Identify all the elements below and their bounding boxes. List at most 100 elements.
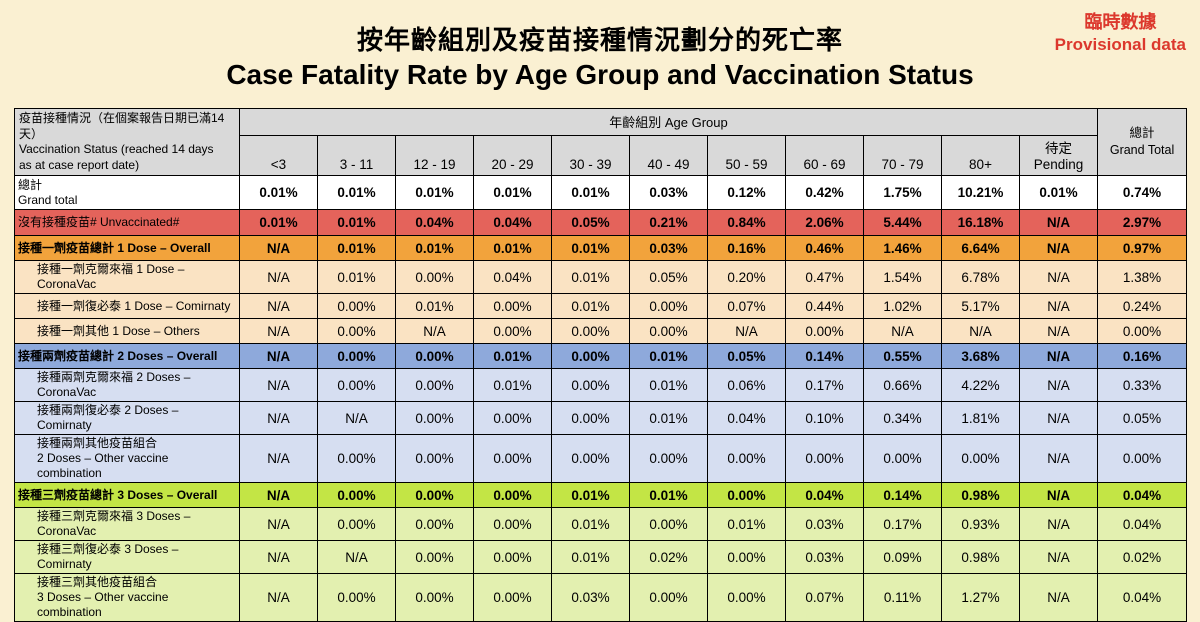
cell-dose3-coronavac-col7: 0.03% [785,507,864,542]
row-label: 接種一劑復必泰 1 Dose – Comirnaty [14,293,240,320]
cell-dose1-others-col5: 0.00% [629,318,708,345]
cell-dose3-other-combo-col10: N/A [1018,573,1099,622]
cell-dose1-overall-col0: N/A [239,235,318,262]
cell-dose2-coronavac-grand-total: 0.33% [1097,368,1188,403]
cell-dose1-others-col3: 0.00% [473,318,552,345]
cell-dose1-others-col1: 0.00% [317,318,396,345]
cell-dose2-coronavac-col1: 0.00% [317,368,396,403]
cell-dose2-overall-col4: 0.00% [551,343,630,370]
cell-grand-total-col8: 1.75% [863,175,942,211]
cell-dose1-coronavac-col0: N/A [239,260,318,295]
cell-dose2-overall-col7: 0.14% [785,343,864,370]
cell-dose2-comirnaty-col6: 0.04% [707,401,786,436]
cell-dose3-coronavac-grand-total: 0.04% [1097,507,1188,542]
cell-dose2-coronavac-col7: 0.17% [785,368,864,403]
cell-dose2-overall-col9: 3.68% [941,343,1020,370]
vaccination-status-header: 疫苗接種情況（在個案報告日期已滿14天） Vaccination Status … [14,107,240,177]
cell-dose2-coronavac-col9: 4.22% [941,368,1020,403]
cell-dose2-comirnaty-col4: 0.00% [551,401,630,436]
cell-dose1-others-grand-total: 0.00% [1097,318,1188,345]
cell-dose2-comirnaty-col8: 0.34% [863,401,942,436]
cell-dose1-comirnaty-col0: N/A [239,293,318,320]
cell-dose2-overall-col0: N/A [239,343,318,370]
row-label: 總計 Grand total [14,175,240,211]
cell-dose2-comirnaty-col5: 0.01% [629,401,708,436]
cell-dose1-others-col10: N/A [1018,318,1099,345]
cell-dose1-comirnaty-col6: 0.07% [707,293,786,320]
row-label: 接種三劑克爾來福 3 Doses – CoronaVac [14,507,240,542]
table-row-dose2-overall: 接種兩劑疫苗總計 2 Doses – Overall N/A 0.00% 0.00%… [14,343,1188,370]
cell-dose1-others-col7: 0.00% [785,318,864,345]
cell-dose1-coronavac-col8: 1.54% [863,260,942,295]
cell-dose2-other-combo-col5: 0.00% [629,434,708,484]
cell-dose3-other-combo-grand-total: 0.04% [1097,573,1188,622]
cell-dose1-overall-col9: 6.64% [941,235,1020,262]
provisional-data-note: 臨時數據 Provisional data [1055,8,1186,55]
cell-dose2-overall-grand-total: 0.16% [1097,343,1188,370]
cell-dose1-comirnaty-col9: 5.17% [941,293,1020,320]
cell-dose3-overall-col5: 0.01% [629,482,708,509]
table-row-dose1-comirnaty: 接種一劑復必泰 1 Dose – Comirnaty N/A 0.00% 0.01%… [14,293,1188,320]
cell-dose2-other-combo-col1: 0.00% [317,434,396,484]
cell-dose1-coronavac-col10: N/A [1018,260,1099,295]
cell-dose3-coronavac-col4: 0.01% [551,507,630,542]
row-label: 接種兩劑復必泰 2 Doses – Comirnaty [14,401,240,436]
cell-dose1-comirnaty-col10: N/A [1018,293,1099,320]
cell-dose1-comirnaty-grand-total: 0.24% [1097,293,1188,320]
grand-total-column-header: 總計 Grand Total [1097,107,1188,177]
cell-dose1-others-col8: N/A [863,318,942,345]
cell-unvaccinated-col10: N/A [1018,209,1099,237]
column-header-8: 70 - 79 [863,134,942,177]
row-label: 接種兩劑其他疫苗組合 2 Doses – Other vaccine combi… [14,434,240,484]
column-header-1: 3 - 11 [317,134,396,177]
cell-dose2-other-combo-col6: 0.00% [707,434,786,484]
age-group-header: 年齡組別 Age Group [238,108,1099,136]
cell-dose2-coronavac-col3: 0.01% [473,368,552,403]
cell-dose1-comirnaty-col3: 0.00% [473,293,552,320]
cell-unvaccinated-col4: 0.05% [551,209,630,237]
table-header: 疫苗接種情況（在個案報告日期已滿14天） Vaccination Status … [14,107,1188,177]
cell-unvaccinated-grand-total: 2.97% [1097,209,1188,237]
cell-dose3-overall-col10: N/A [1018,482,1099,509]
cell-dose3-coronavac-col3: 0.00% [473,507,552,542]
cell-grand-total-col1: 0.01% [317,175,396,211]
cell-dose2-comirnaty-col2: 0.00% [395,401,474,436]
cell-dose2-coronavac-col4: 0.00% [551,368,630,403]
row-label: 接種一劑克爾來福 1 Dose – CoronaVac [14,260,240,295]
cell-dose2-other-combo-col3: 0.00% [473,434,552,484]
cell-dose1-others-col4: 0.00% [551,318,630,345]
cell-dose2-coronavac-col10: N/A [1018,368,1099,403]
cell-dose3-other-combo-col7: 0.07% [785,573,864,622]
cell-grand-total-col9: 10.21% [941,175,1020,211]
table-row-dose3-overall: 接種三劑疫苗總計 3 Doses – Overall N/A 0.00% 0.00%… [14,482,1188,509]
cell-dose3-overall-col1: 0.00% [317,482,396,509]
cell-dose1-coronavac-col4: 0.01% [551,260,630,295]
cell-dose1-comirnaty-col5: 0.00% [629,293,708,320]
cell-dose2-comirnaty-col10: N/A [1018,401,1099,436]
cell-dose2-comirnaty-col3: 0.00% [473,401,552,436]
table-row-dose1-coronavac: 接種一劑克爾來福 1 Dose – CoronaVac N/A 0.01% 0.00… [14,260,1188,295]
cell-dose3-other-combo-col9: 1.27% [941,573,1020,622]
row-label: 接種三劑其他疫苗組合 3 Doses – Other vaccine combi… [14,573,240,622]
cell-dose1-others-col6: N/A [707,318,786,345]
cell-grand-total-grand-total: 0.74% [1097,175,1188,211]
table-row-dose1-others: 接種一劑其他 1 Dose – Others N/A 0.00% N/A 0.00% 0… [14,318,1188,345]
cell-dose2-comirnaty-col9: 1.81% [941,401,1020,436]
cell-dose3-overall-col8: 0.14% [863,482,942,509]
cell-dose3-other-combo-col8: 0.11% [863,573,942,622]
cell-dose1-coronavac-grand-total: 1.38% [1097,260,1188,295]
table-row-dose2-comirnaty: 接種兩劑復必泰 2 Doses – Comirnaty N/A N/A 0.00% 0… [14,401,1188,436]
cell-dose2-comirnaty-col1: N/A [317,401,396,436]
cell-dose1-comirnaty-col7: 0.44% [785,293,864,320]
cell-dose3-coronavac-col2: 0.00% [395,507,474,542]
cell-unvaccinated-col0: 0.01% [239,209,318,237]
cell-dose2-other-combo-col7: 0.00% [785,434,864,484]
cell-dose1-others-col0: N/A [239,318,318,345]
cell-dose2-coronavac-col5: 0.01% [629,368,708,403]
table-row-unvaccinated: 沒有接種疫苗# Unvaccinated# 0.01% 0.01% 0.04% 0.0… [14,209,1188,237]
cell-dose1-overall-grand-total: 0.97% [1097,235,1188,262]
cell-dose3-overall-col7: 0.04% [785,482,864,509]
cell-dose2-overall-col6: 0.05% [707,343,786,370]
cell-dose1-coronavac-col6: 0.20% [707,260,786,295]
cell-dose1-others-col9: N/A [941,318,1020,345]
